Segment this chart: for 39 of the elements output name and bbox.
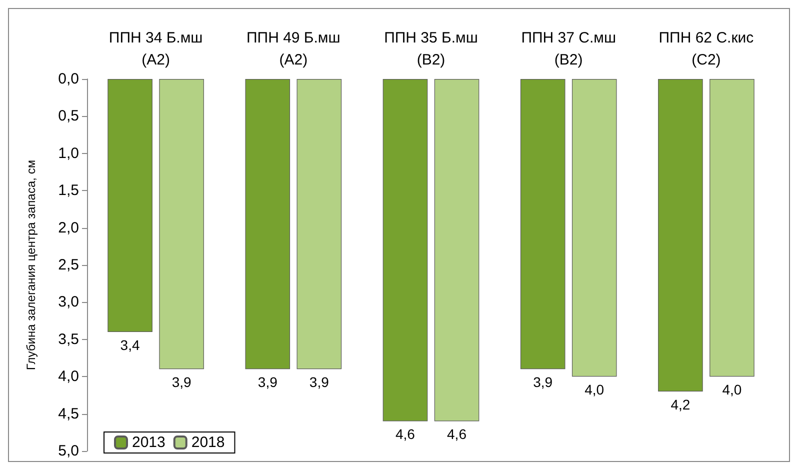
- legend-label: 2013: [132, 434, 166, 451]
- legend-label: 2018: [191, 434, 225, 451]
- y-tick-label: 3,0: [58, 294, 79, 311]
- y-tick-label: 4,0: [58, 368, 79, 386]
- data-label: 3,9: [172, 374, 192, 390]
- data-label: 3,4: [120, 336, 140, 353]
- y-tick-label: 5,0: [58, 442, 79, 460]
- bar: [296, 79, 342, 370]
- y-axis-title: Глубина залегания центра запаса, см: [24, 160, 38, 370]
- bar: [159, 79, 204, 370]
- data-label: 3,9: [309, 374, 330, 390]
- data-label: 4,0: [722, 382, 742, 398]
- y-tick-label: 0,0: [58, 70, 79, 88]
- data-label: 4,6: [447, 426, 467, 442]
- x-tick-label: ППН 62 С.кис (С2): [658, 30, 754, 68]
- data-label: 3,9: [258, 374, 278, 390]
- data-label: 4,0: [584, 382, 604, 398]
- data-label: 3,9: [533, 374, 553, 390]
- y-tick-label: 2,5: [58, 256, 79, 274]
- y-tick-label: 3,5: [58, 330, 79, 348]
- y-tick-label: 2,0: [58, 219, 79, 236]
- x-tick-label: ППН 37 С.мш (В2): [521, 30, 616, 68]
- y-tick-label: 4,5: [58, 405, 79, 422]
- data-label: 4,6: [396, 426, 416, 442]
- y-tick-label: 0,5: [58, 108, 79, 125]
- bar: [382, 79, 428, 422]
- x-tick-label: ППН 49 Б.мш (А2): [246, 30, 340, 68]
- bar: [710, 79, 754, 377]
- data-label: 4,2: [670, 396, 690, 412]
- bar: [658, 79, 703, 392]
- bar: [108, 79, 152, 332]
- y-tick-label: 1,5: [58, 182, 79, 200]
- x-tick-label: ППН 35 Б.мш (В2): [384, 30, 478, 68]
- bar: [434, 79, 480, 422]
- bar: [245, 79, 290, 370]
- bar: [520, 79, 566, 370]
- x-tick-label: ППН 34 Б.мш (А2): [108, 30, 203, 68]
- y-tick-label: 1,0: [58, 144, 79, 162]
- bar: [572, 79, 617, 377]
